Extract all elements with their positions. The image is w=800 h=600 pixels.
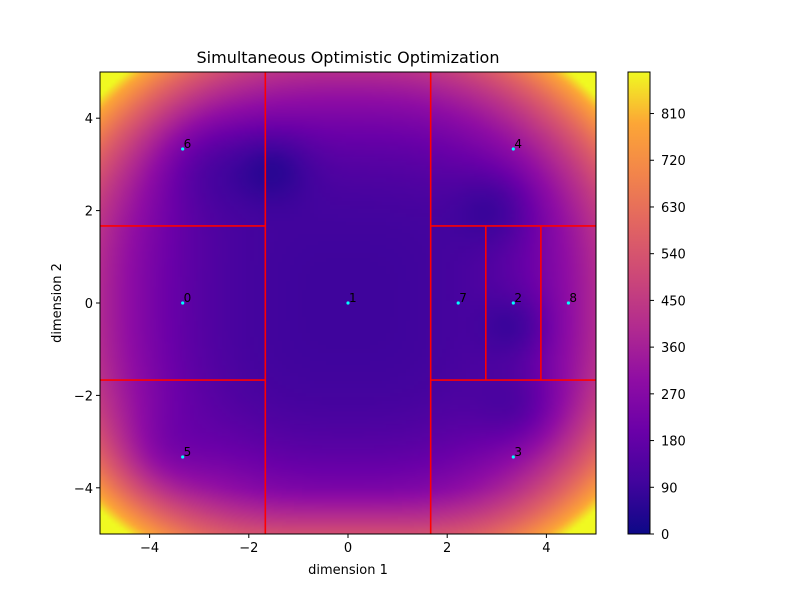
colorbar-tick-label: 180 xyxy=(661,435,686,450)
sample-points: 0 1 2 3 4 5 6 7 8 xyxy=(181,137,577,459)
x-tick-label: −4 xyxy=(140,541,159,556)
colorbar-tick-label: 720 xyxy=(661,154,686,169)
colorbar-tick-label: 540 xyxy=(661,248,686,263)
colorbar-ticks: 0 90 180 270 360 450 540 630 720 810 xyxy=(650,108,686,543)
colorbar-tick-label: 0 xyxy=(661,528,669,543)
sample-point xyxy=(181,147,185,151)
x-tick-label: 0 xyxy=(344,541,352,556)
point-label: 2 xyxy=(514,291,522,305)
colorbar-tick-label: 630 xyxy=(661,201,686,216)
x-tick-label: −2 xyxy=(239,541,258,556)
colorbar-tick-label: 270 xyxy=(661,388,686,403)
colorbar-tick-label: 810 xyxy=(661,108,686,123)
sample-point xyxy=(456,301,460,305)
point-label: 3 xyxy=(514,445,522,459)
colorbar-tick-label: 90 xyxy=(661,481,678,496)
sample-point xyxy=(346,301,350,305)
y-tick-label: 2 xyxy=(85,205,93,220)
chart-title: Simultaneous Optimistic Optimization xyxy=(197,48,500,67)
y-tick-label: 4 xyxy=(85,112,93,127)
colorbar-frame xyxy=(627,71,651,535)
point-label: 5 xyxy=(184,445,192,459)
y-axis-ticks: −4 −2 0 2 4 xyxy=(74,112,100,497)
x-axis-ticks: −4 −2 0 2 4 xyxy=(140,534,551,556)
colorbar-tick-label: 360 xyxy=(661,341,686,356)
x-tick-label: 2 xyxy=(443,541,451,556)
sample-point xyxy=(566,301,571,305)
colorbar: 0 90 180 270 360 450 540 630 720 810 xyxy=(627,71,686,543)
sample-point xyxy=(511,147,515,151)
point-label: 1 xyxy=(349,291,357,305)
partition-lines xyxy=(100,72,596,534)
x-axis-label: dimension 1 xyxy=(308,563,388,578)
point-label: 8 xyxy=(569,291,577,305)
colorbar-tick-label: 450 xyxy=(661,294,686,309)
point-label: 0 xyxy=(184,291,192,305)
point-label: 4 xyxy=(514,137,522,151)
y-axis-label: dimension 2 xyxy=(50,263,65,343)
y-tick-label: 0 xyxy=(85,297,93,312)
y-tick-label: −4 xyxy=(74,482,93,497)
sample-point xyxy=(181,455,185,459)
x-tick-label: 4 xyxy=(542,541,550,556)
colorbar-gradient xyxy=(628,72,650,534)
y-tick-label: −2 xyxy=(74,389,93,404)
plot-area: 0 1 2 3 4 5 6 7 8 xyxy=(100,72,596,534)
sample-point xyxy=(511,455,515,459)
sample-point xyxy=(511,301,515,305)
point-label: 7 xyxy=(459,291,467,305)
point-label: 6 xyxy=(184,137,192,151)
sample-point xyxy=(181,301,185,305)
